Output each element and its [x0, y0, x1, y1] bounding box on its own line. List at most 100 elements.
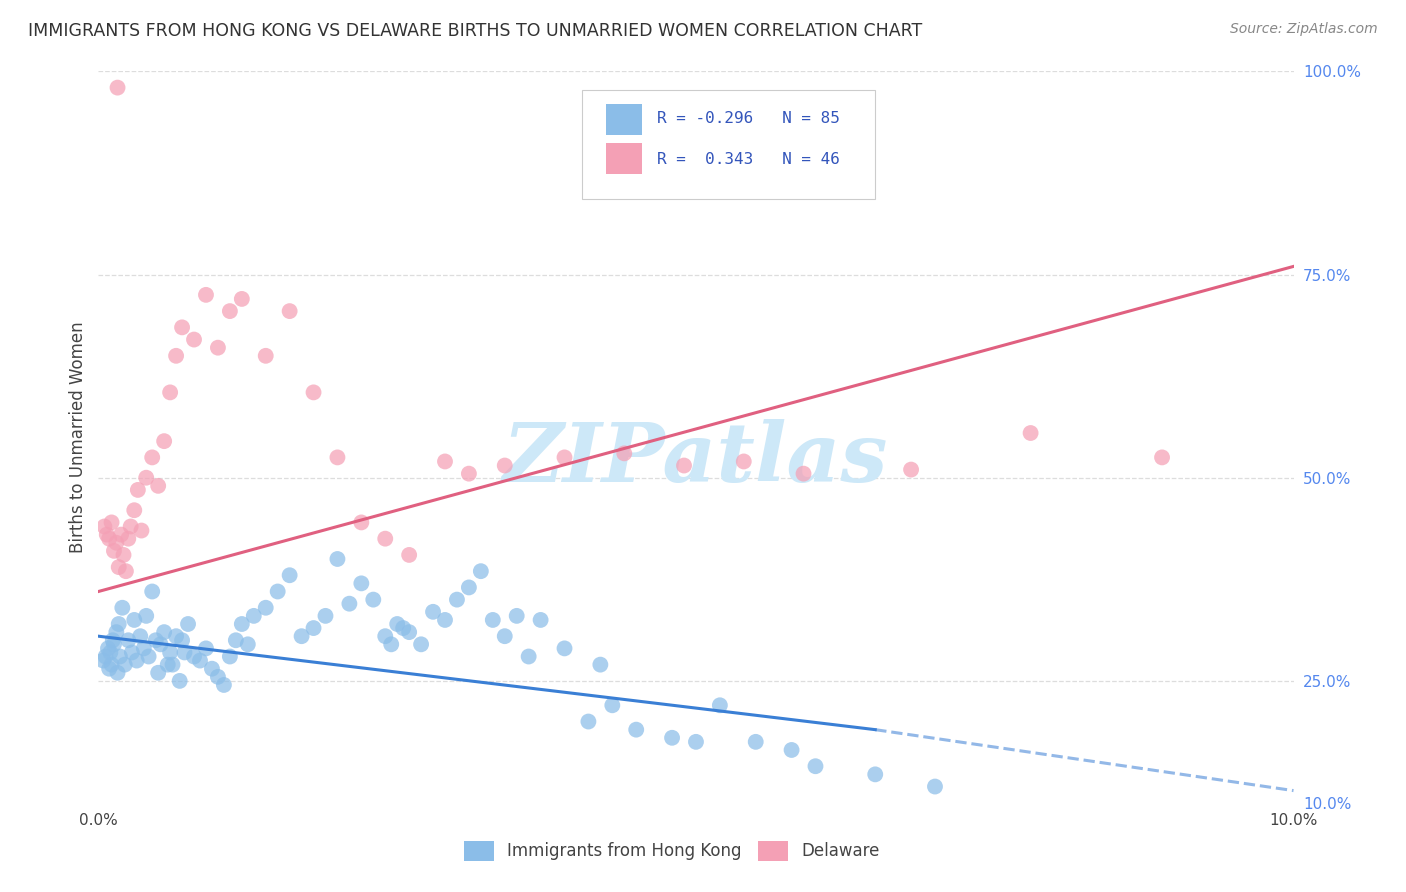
- Point: [231, 617, 253, 632]
- Point: [117, 532, 139, 546]
- Point: [458, 581, 481, 595]
- Point: [183, 649, 205, 664]
- Point: [865, 767, 887, 781]
- Point: [173, 645, 195, 659]
- Point: [159, 385, 181, 400]
- Point: [110, 527, 132, 541]
- Point: [494, 458, 516, 473]
- Point: [149, 637, 172, 651]
- Point: [398, 625, 420, 640]
- Point: [506, 608, 529, 623]
- Point: [374, 629, 396, 643]
- Point: [231, 292, 253, 306]
- Point: [124, 503, 146, 517]
- Point: [98, 532, 121, 546]
- Text: IMMIGRANTS FROM HONG KONG VS DELAWARE BIRTHS TO UNMARRIED WOMEN CORRELATION CHAR: IMMIGRANTS FROM HONG KONG VS DELAWARE BI…: [28, 22, 922, 40]
- Point: [326, 552, 349, 566]
- Point: [135, 471, 157, 485]
- Point: [494, 629, 516, 643]
- Point: [207, 341, 229, 355]
- Point: [434, 613, 457, 627]
- Point: [172, 320, 194, 334]
- Point: [254, 349, 277, 363]
- Point: [278, 568, 301, 582]
- Point: [172, 633, 194, 648]
- Point: [114, 657, 136, 672]
- Point: [141, 450, 163, 465]
- Point: [315, 608, 337, 623]
- Point: [177, 617, 200, 632]
- Point: [554, 641, 576, 656]
- Point: [105, 625, 128, 640]
- Point: [117, 633, 139, 648]
- Point: [578, 714, 600, 729]
- Point: [398, 548, 420, 562]
- Point: [165, 349, 187, 363]
- Point: [115, 564, 138, 578]
- Point: [101, 633, 124, 648]
- Point: [138, 649, 160, 664]
- Point: [278, 304, 301, 318]
- Point: [326, 450, 349, 465]
- Point: [98, 645, 122, 659]
- Point: [602, 698, 624, 713]
- Y-axis label: Births to Unmarried Women: Births to Unmarried Women: [69, 321, 87, 553]
- Point: [254, 600, 277, 615]
- Point: [107, 665, 129, 680]
- Point: [685, 735, 707, 749]
- Point: [103, 544, 125, 558]
- Point: [131, 524, 153, 538]
- Point: [132, 641, 155, 656]
- Point: [267, 584, 290, 599]
- Point: [141, 584, 163, 599]
- Point: [100, 657, 122, 672]
- FancyBboxPatch shape: [606, 104, 643, 135]
- Text: R =  0.343   N = 46: R = 0.343 N = 46: [657, 152, 839, 167]
- FancyBboxPatch shape: [606, 143, 643, 174]
- Point: [517, 649, 540, 664]
- Point: [153, 434, 176, 449]
- Point: [385, 617, 409, 632]
- Point: [201, 662, 224, 676]
- Point: [97, 641, 120, 656]
- Text: Source: ZipAtlas.com: Source: ZipAtlas.com: [1230, 22, 1378, 37]
- Point: [530, 613, 553, 627]
- Point: [107, 617, 129, 632]
- Text: ZIPatlas: ZIPatlas: [503, 419, 889, 499]
- Point: [96, 527, 118, 541]
- Point: [661, 731, 683, 745]
- Point: [183, 333, 205, 347]
- Point: [219, 304, 242, 318]
- Point: [434, 454, 457, 468]
- Point: [339, 597, 361, 611]
- Point: [733, 454, 755, 468]
- Point: [103, 637, 125, 651]
- Point: [1019, 425, 1042, 440]
- Point: [112, 548, 135, 562]
- Point: [159, 645, 181, 659]
- Point: [120, 519, 142, 533]
- Point: [195, 641, 218, 656]
- Point: [129, 629, 152, 643]
- Point: [107, 560, 129, 574]
- Point: [212, 678, 235, 692]
- Point: [207, 670, 229, 684]
- Point: [219, 649, 242, 664]
- Point: [94, 649, 117, 664]
- Text: R = -0.296   N = 85: R = -0.296 N = 85: [657, 112, 839, 127]
- Point: [458, 467, 481, 481]
- Point: [195, 288, 218, 302]
- Point: [709, 698, 731, 713]
- Point: [589, 657, 612, 672]
- Point: [107, 80, 129, 95]
- Point: [93, 519, 115, 533]
- Point: [108, 649, 131, 664]
- Point: [302, 621, 325, 635]
- Point: [900, 462, 922, 476]
- Point: [121, 645, 143, 659]
- Point: [153, 625, 176, 640]
- Point: [225, 633, 247, 648]
- Point: [613, 446, 636, 460]
- Point: [924, 780, 946, 794]
- Point: [135, 608, 157, 623]
